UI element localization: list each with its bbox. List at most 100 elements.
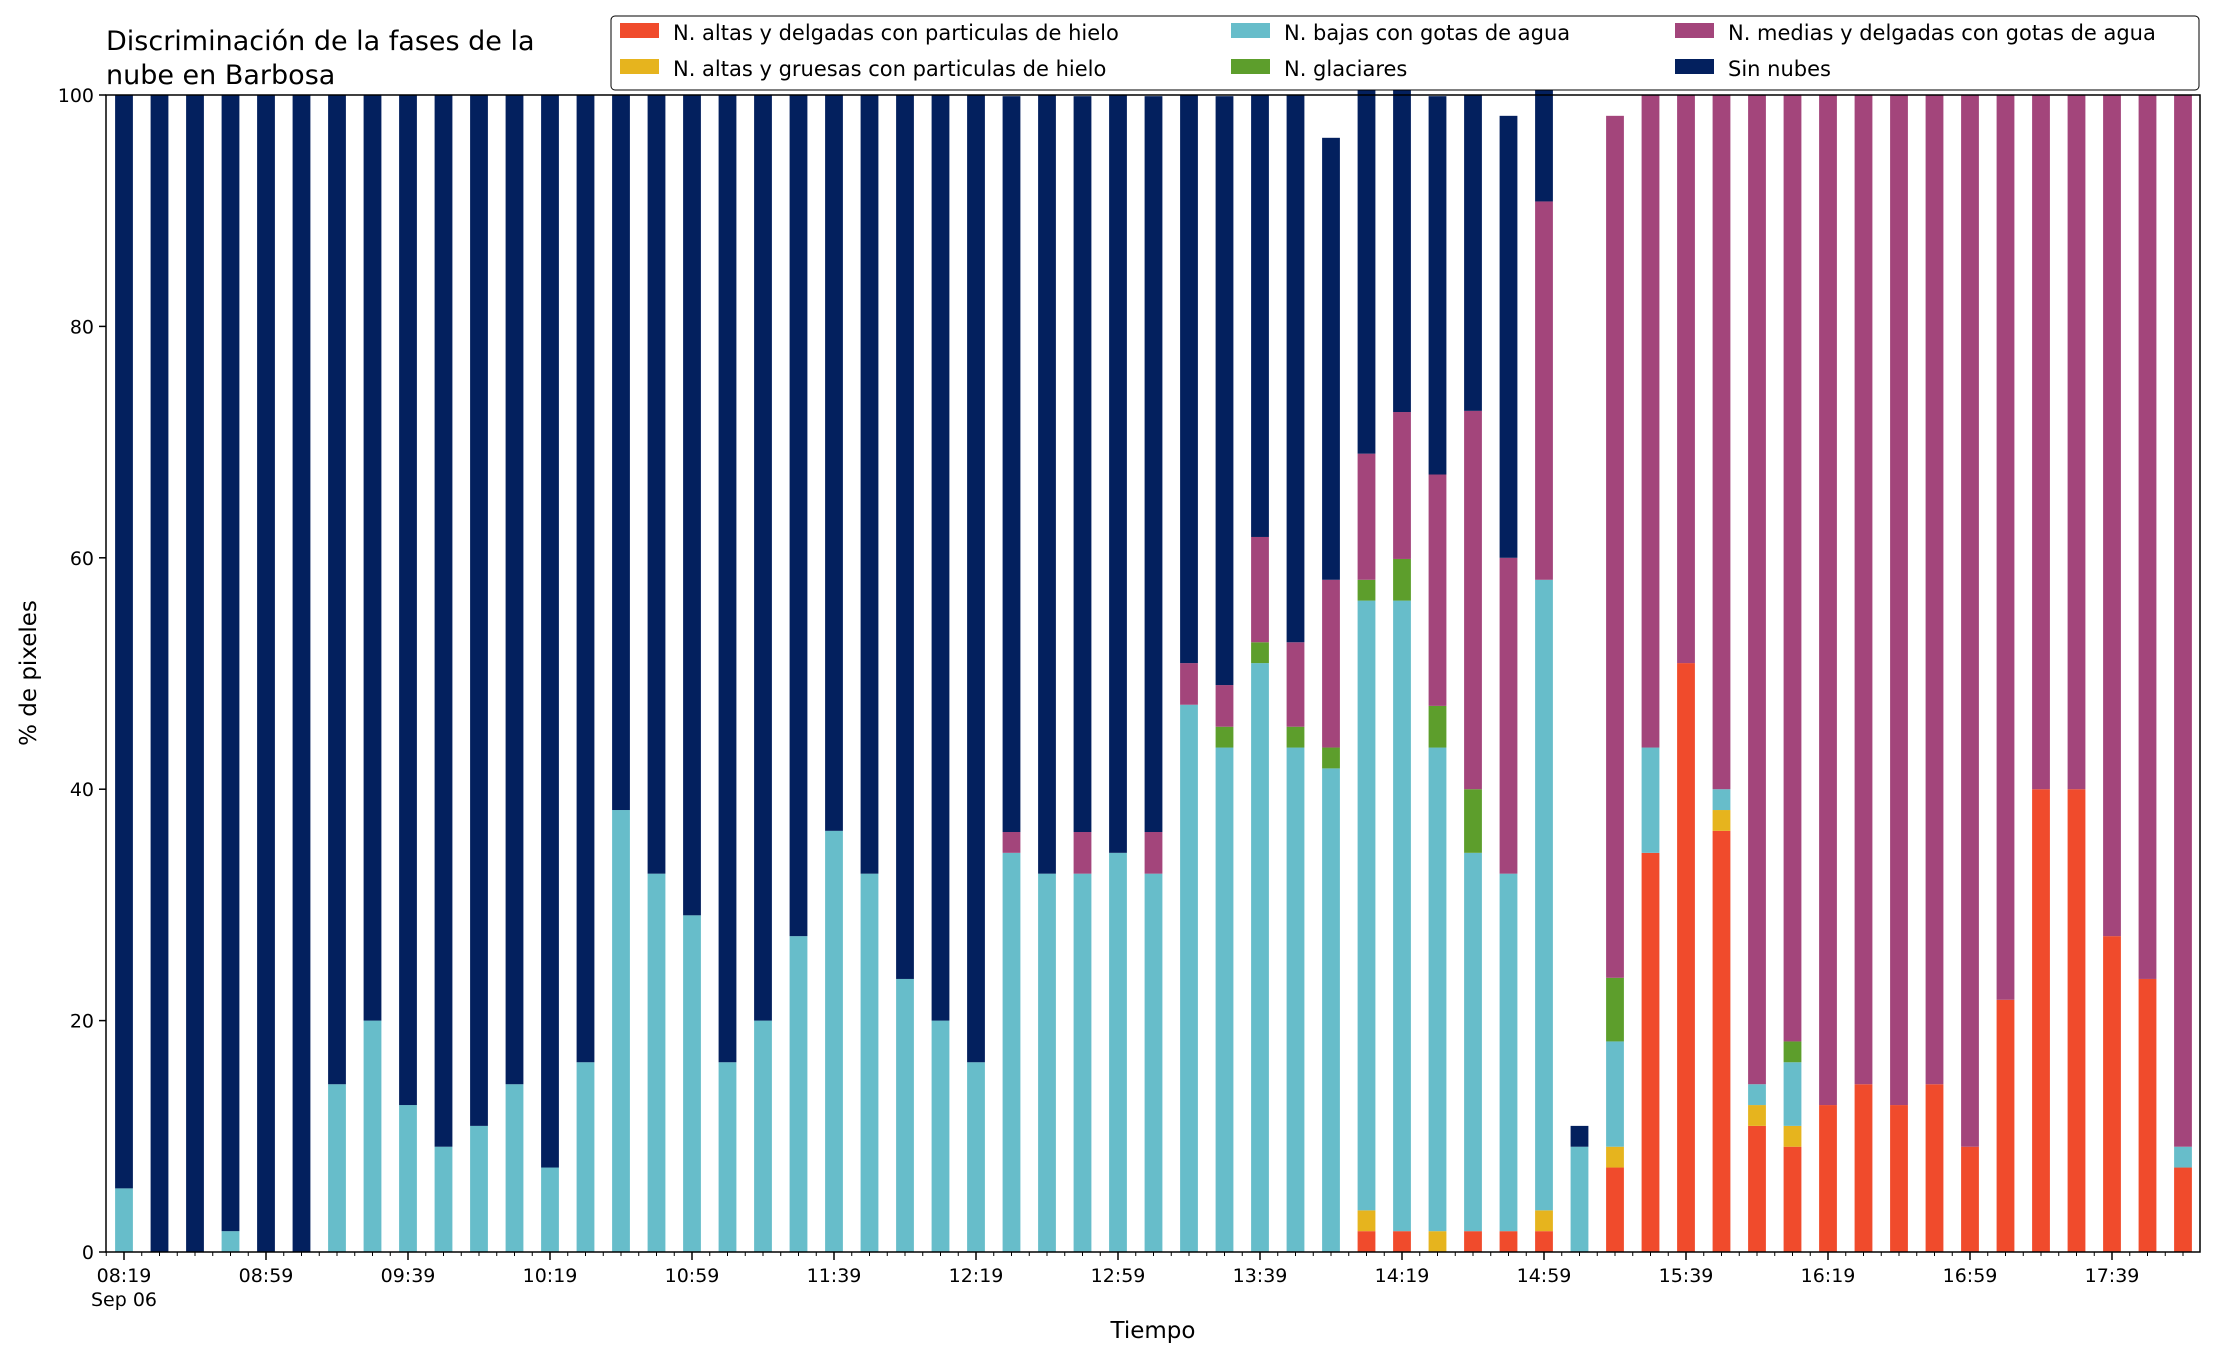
bar-segment-2-35: [1357, 600, 1376, 1211]
bar-segment-0-55: [2067, 789, 2086, 1252]
bar-segment-5-23: [931, 95, 950, 1021]
bar-segment-2-22: [896, 978, 914, 1252]
x-tick-label-1: 08:59: [239, 1265, 294, 1287]
bar-segment-0-42: [1606, 1167, 1624, 1252]
bar-segment-2-37: [1428, 747, 1447, 1232]
bar-segment-4-34: [1322, 579, 1340, 748]
bar-segment-1-47: [1783, 1125, 1802, 1147]
bar-segment-0-38: [1464, 1231, 1482, 1252]
bar-segment-5-28: [1109, 95, 1127, 853]
bar-segment-0-54: [2032, 789, 2050, 1252]
bar-segment-5-32: [1251, 95, 1269, 537]
bar-segment-4-49: [1854, 95, 1873, 1085]
bar-segment-5-12: [541, 95, 559, 1168]
bar-segment-2-47: [1783, 1062, 1802, 1126]
bar-segment-4-33: [1286, 642, 1305, 727]
bar-segment-4-57: [2138, 95, 2157, 979]
bar-segment-5-21: [860, 95, 879, 874]
bar-segment-4-53: [1996, 95, 2015, 1000]
bar-segment-5-27: [1073, 96, 1092, 833]
bar-segment-5-17: [718, 95, 737, 1063]
bar-segment-5-5: [292, 95, 311, 1252]
bar-segment-2-13: [576, 1062, 595, 1252]
bar-segment-5-34: [1322, 137, 1340, 580]
bar-segment-2-3: [221, 1231, 240, 1252]
bar-segment-4-56: [2103, 95, 2121, 937]
bar-segment-5-39: [1499, 115, 1518, 558]
bar-segment-2-31: [1215, 747, 1234, 1252]
bar-segment-5-37: [1428, 96, 1447, 475]
bar-segment-2-19: [789, 936, 808, 1252]
bar-segment-5-7: [363, 95, 382, 1021]
bar-segment-0-53: [1996, 999, 2015, 1252]
bar-segment-2-26: [1038, 873, 1056, 1252]
bar-segment-0-43: [1641, 852, 1660, 1252]
bar-segment-4-54: [2032, 95, 2050, 790]
bar-segment-5-40: [1535, 54, 1553, 202]
x-axis-label: Tiempo: [1110, 1318, 1196, 1344]
bar-segment-2-21: [860, 873, 879, 1252]
bar-segment-5-15: [647, 95, 666, 874]
bar-segment-0-51: [1925, 1084, 1944, 1252]
bar-segment-2-6: [328, 1084, 346, 1252]
bar-segment-2-16: [683, 915, 701, 1252]
bar-segment-2-7: [363, 1020, 382, 1252]
bar-segment-0-48: [1819, 1105, 1837, 1252]
legend-swatch-2: [1231, 23, 1270, 38]
bar-segment-4-46: [1748, 95, 1766, 1085]
bar-segment-2-11: [505, 1084, 524, 1252]
bar-segment-5-41: [1570, 1125, 1589, 1147]
bar-segment-0-47: [1783, 1146, 1802, 1252]
bar-segment-4-58: [2174, 95, 2192, 1147]
bar-segment-2-28: [1109, 852, 1127, 1252]
bar-segment-0-57: [2138, 978, 2157, 1252]
bar-segment-0-36: [1393, 1231, 1411, 1252]
bar-segment-5-35: [1357, 75, 1376, 454]
bar-segment-3-37: [1428, 705, 1447, 748]
bar-segment-1-45: [1712, 810, 1731, 831]
bar-segment-0-58: [2174, 1167, 2192, 1252]
legend-label-2: N. bajas con gotas de agua: [1284, 21, 1570, 45]
x-tick-sublabel-0: Sep 06: [91, 1289, 157, 1311]
bar-segment-5-8: [399, 95, 417, 1106]
bar-segment-5-11: [505, 95, 524, 1085]
bar-segment-2-18: [754, 1020, 772, 1252]
bar-segment-5-22: [896, 95, 914, 979]
bar-segment-2-32: [1251, 663, 1269, 1252]
bar-segment-0-52: [1961, 1146, 1979, 1252]
x-tick-label-11: 15:39: [1659, 1265, 1714, 1287]
bar-segment-2-33: [1286, 747, 1305, 1252]
y-axis: 0 20 40 60 80 100: [58, 85, 106, 1264]
x-tick-label-12: 16:19: [1801, 1265, 1856, 1287]
y-tick-label-4: 80: [70, 316, 94, 338]
x-tick-label-0: 08:19: [97, 1265, 152, 1287]
bar-segment-4-37: [1428, 474, 1447, 706]
bar-segment-2-29: [1144, 873, 1163, 1252]
bar-segment-4-29: [1144, 832, 1163, 874]
bar-segment-4-42: [1606, 115, 1624, 978]
x-tick-label-4: 10:59: [665, 1265, 720, 1287]
bar-segment-4-31: [1215, 685, 1234, 727]
y-tick-label-2: 40: [70, 779, 94, 801]
bar-segment-5-3: [221, 95, 240, 1232]
bar-segment-5-4: [257, 95, 275, 1252]
bar-segment-2-40: [1535, 579, 1553, 1211]
legend-label-4: N. medias y delgadas con gotas de agua: [1728, 21, 2156, 45]
bar-segment-2-25: [1002, 852, 1021, 1252]
chart-title-line-1: Discriminación de la fases de la: [106, 26, 535, 57]
legend-swatch-0: [620, 23, 659, 38]
bars-group: [115, 54, 2192, 1252]
bar-segment-5-36: [1393, 75, 1411, 413]
bar-segment-2-41: [1570, 1146, 1589, 1252]
y-tick-label-5: 100: [58, 85, 94, 107]
bar-segment-4-25: [1002, 832, 1021, 853]
x-tick-label-13: 16:59: [1943, 1265, 1998, 1287]
legend-label-1: N. altas y gruesas con particulas de hie…: [673, 57, 1106, 81]
bar-segment-2-27: [1073, 873, 1092, 1252]
bar-segment-3-35: [1357, 579, 1376, 601]
bar-segment-5-31: [1215, 96, 1234, 686]
legend-label-5: Sin nubes: [1728, 57, 1831, 81]
bar-segment-5-29: [1144, 96, 1163, 833]
bar-segment-1-42: [1606, 1146, 1624, 1168]
bar-segment-5-38: [1464, 95, 1482, 411]
